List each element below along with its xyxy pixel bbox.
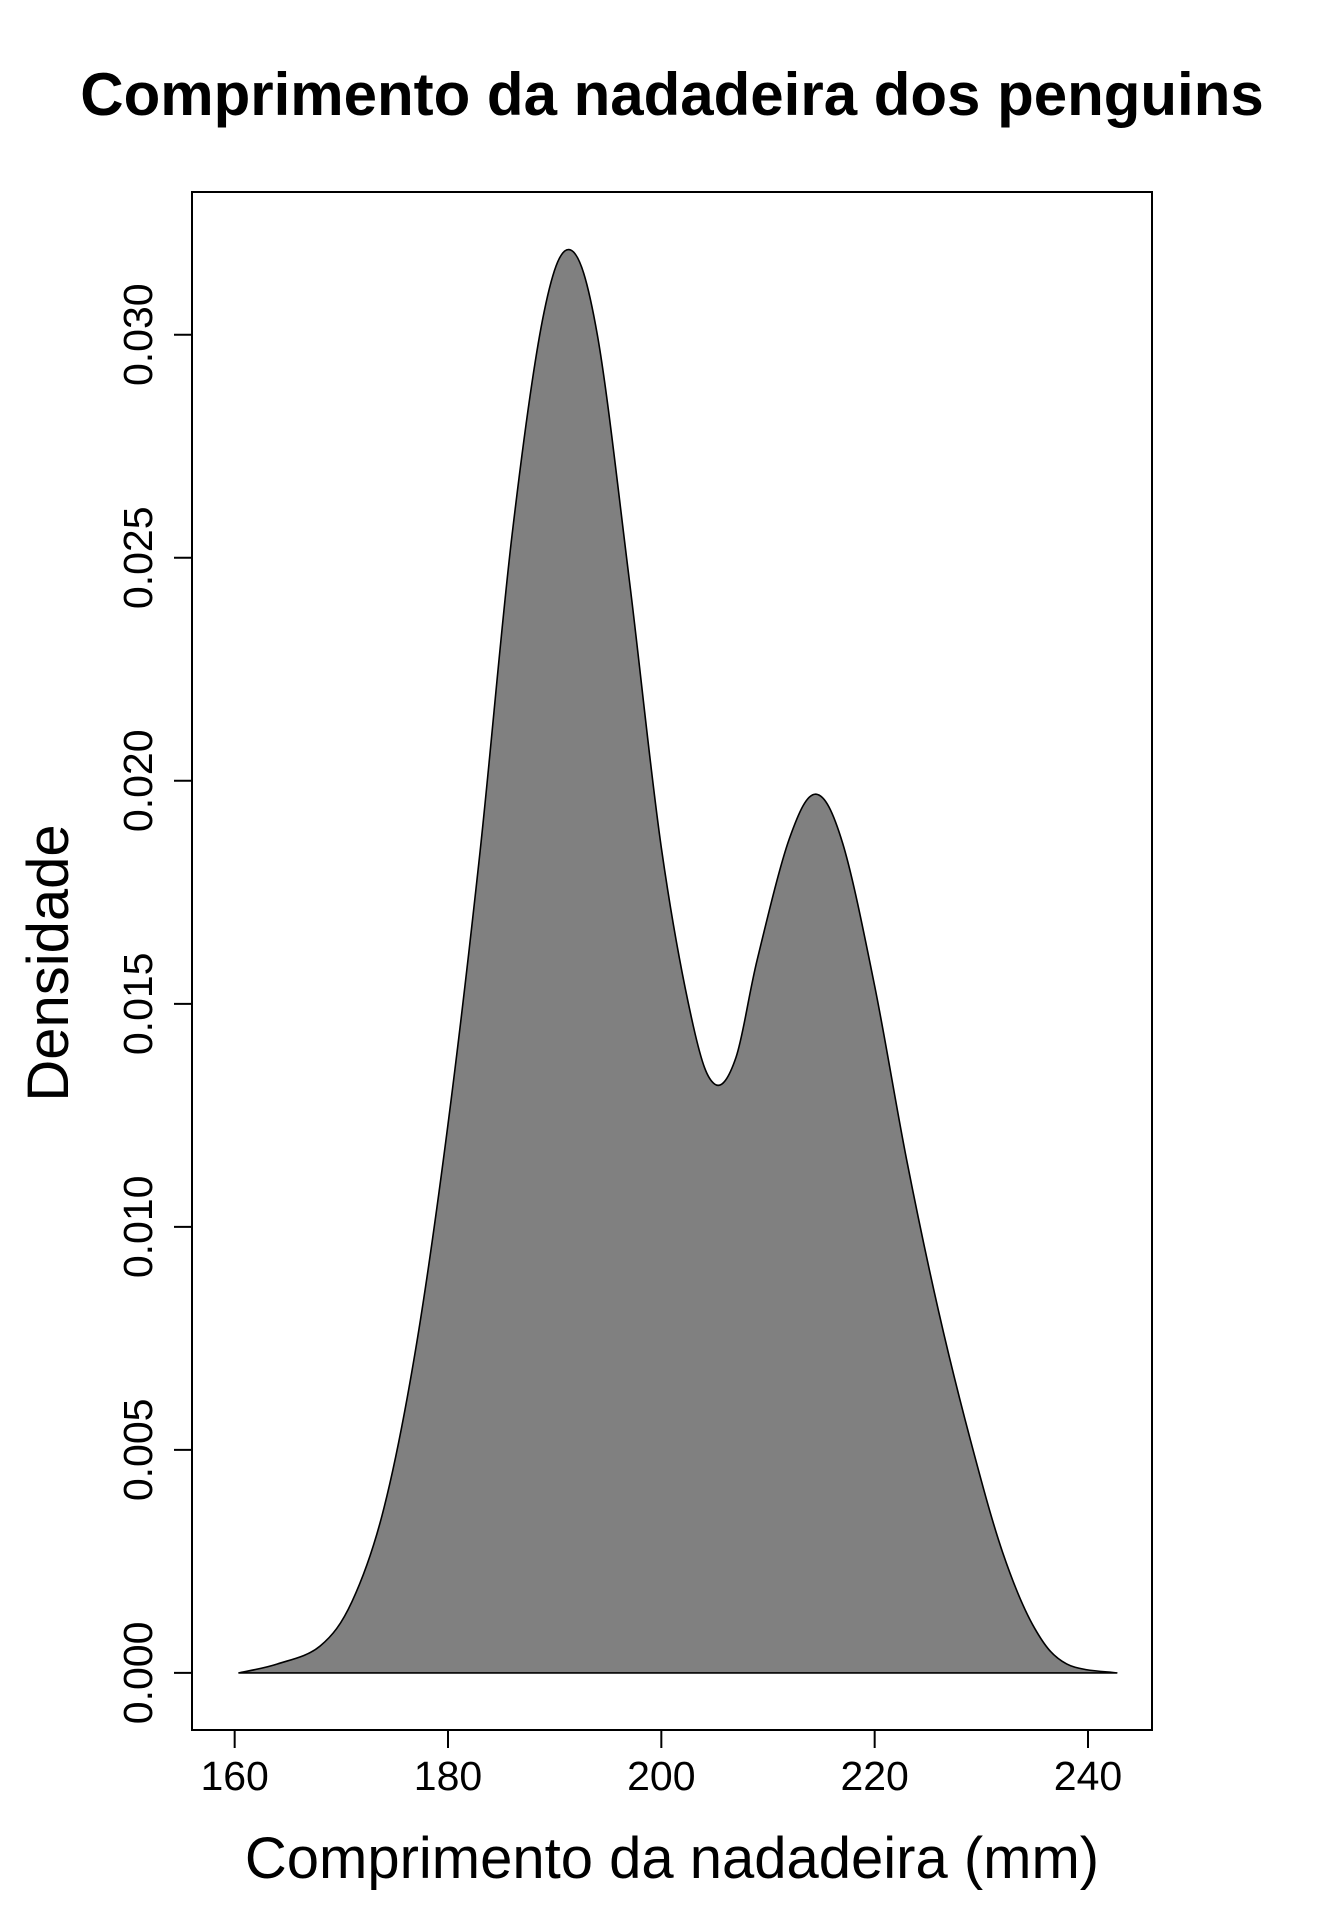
x-tick-label: 240 bbox=[1054, 1753, 1122, 1799]
y-tick-label: 0.030 bbox=[115, 283, 161, 386]
x-tick-label: 220 bbox=[840, 1753, 908, 1799]
y-axis: 0.000 0.005 0.010 0.015 0.020 0.025 0.030 bbox=[115, 283, 193, 1725]
plot-area bbox=[238, 248, 1118, 1674]
x-tick-label: 180 bbox=[414, 1753, 482, 1799]
x-axis-label: Comprimento da nadadeira (mm) bbox=[245, 1826, 1099, 1891]
chart-title: Comprimento da nadadeira dos penguins bbox=[80, 61, 1263, 128]
x-tick-label: 160 bbox=[200, 1753, 268, 1799]
y-tick-label: 0.015 bbox=[115, 953, 161, 1056]
x-tick-label: 200 bbox=[627, 1753, 695, 1799]
density-area bbox=[238, 248, 1118, 1674]
y-tick-label: 0.025 bbox=[115, 506, 161, 609]
y-tick-label: 0.010 bbox=[115, 1176, 161, 1279]
x-axis: 160 180 200 220 240 bbox=[200, 1729, 1122, 1799]
y-tick-label: 0.000 bbox=[115, 1622, 161, 1725]
y-axis-label: Densidade bbox=[16, 824, 81, 1101]
y-tick-label: 0.005 bbox=[115, 1399, 161, 1502]
y-tick-label: 0.020 bbox=[115, 729, 161, 832]
